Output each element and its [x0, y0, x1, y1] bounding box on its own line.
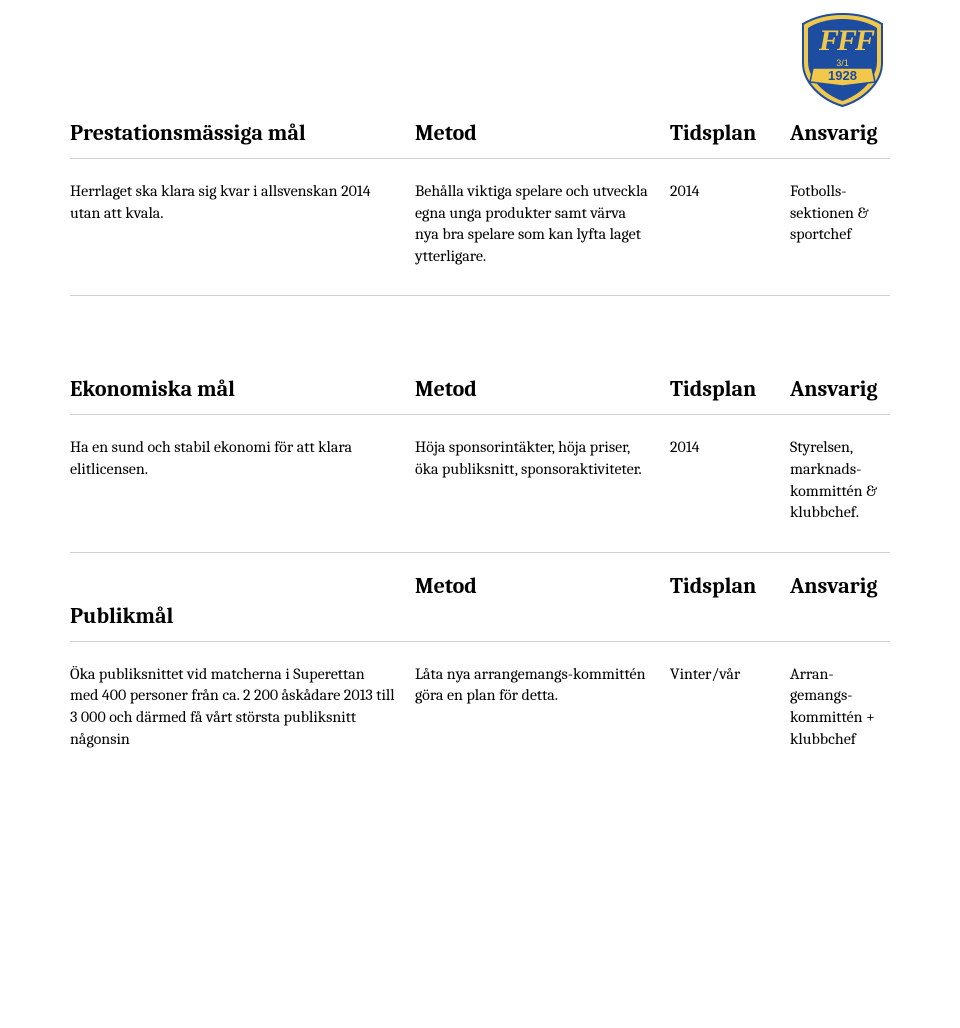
section1-metod: Behålla viktiga spelare och utveckla egn…: [415, 181, 670, 267]
col-header-metod: Metod: [415, 120, 670, 146]
section2-header: Ekonomiska mål Metod Tidsplan Ansvarig: [70, 366, 890, 415]
section3-header: Publikmål Metod Tidsplan Ansvarig: [70, 553, 890, 642]
section3-tidsplan: Vinter/vår: [670, 664, 790, 686]
col-header-tidsplan: Tidsplan: [670, 120, 790, 146]
club-logo: F F F 3/1 1928: [795, 8, 890, 112]
col-header-metod: Metod: [415, 376, 670, 402]
section3-metod: Låta nya arrangemangs-kommittén göra en …: [415, 664, 670, 707]
section2-desc: Ha en sund och stabil ekonomi för att kl…: [70, 437, 415, 480]
svg-text:F: F: [836, 24, 857, 57]
svg-text:F: F: [854, 24, 875, 57]
section1-row: Herrlaget ska klara sig kvar i allsvensk…: [70, 159, 890, 296]
col-header-ansvarig: Ansvarig: [790, 120, 890, 146]
section1-title: Prestationsmässiga mål: [70, 120, 415, 146]
section3-title: Publikmål: [70, 603, 415, 629]
section3-row: Öka publiksnittet vid matcherna i Supere…: [70, 642, 890, 778]
section3-ansvarig: Arran-gemangs-kommittén + klubbchef: [790, 664, 890, 750]
col-header-tidsplan: Tidsplan: [670, 376, 790, 402]
col-header-tidsplan: Tidsplan: [670, 573, 790, 599]
section1-tidsplan: 2014: [670, 181, 790, 203]
section3-desc: Öka publiksnittet vid matcherna i Supere…: [70, 664, 415, 750]
section2-metod: Höja sponsorintäkter, höja priser, öka p…: [415, 437, 670, 480]
svg-text:F: F: [818, 24, 839, 57]
section2-title: Ekonomiska mål: [70, 376, 415, 402]
section2-row: Ha en sund och stabil ekonomi för att kl…: [70, 415, 890, 552]
svg-text:1928: 1928: [828, 68, 857, 83]
section1-header: Prestationsmässiga mål Metod Tidsplan An…: [70, 110, 890, 159]
section2-tidsplan: 2014: [670, 437, 790, 459]
col-header-ansvarig: Ansvarig: [790, 573, 890, 599]
col-header-ansvarig: Ansvarig: [790, 376, 890, 402]
section1-ansvarig: Fotbolls-sektionen & sportchef: [790, 181, 890, 246]
col-header-metod: Metod: [415, 573, 670, 599]
svg-text:3/1: 3/1: [836, 58, 849, 68]
section2-ansvarig: Styrelsen, marknads-kommittén & klubbche…: [790, 437, 890, 523]
section1-desc: Herrlaget ska klara sig kvar i allsvensk…: [70, 181, 415, 224]
